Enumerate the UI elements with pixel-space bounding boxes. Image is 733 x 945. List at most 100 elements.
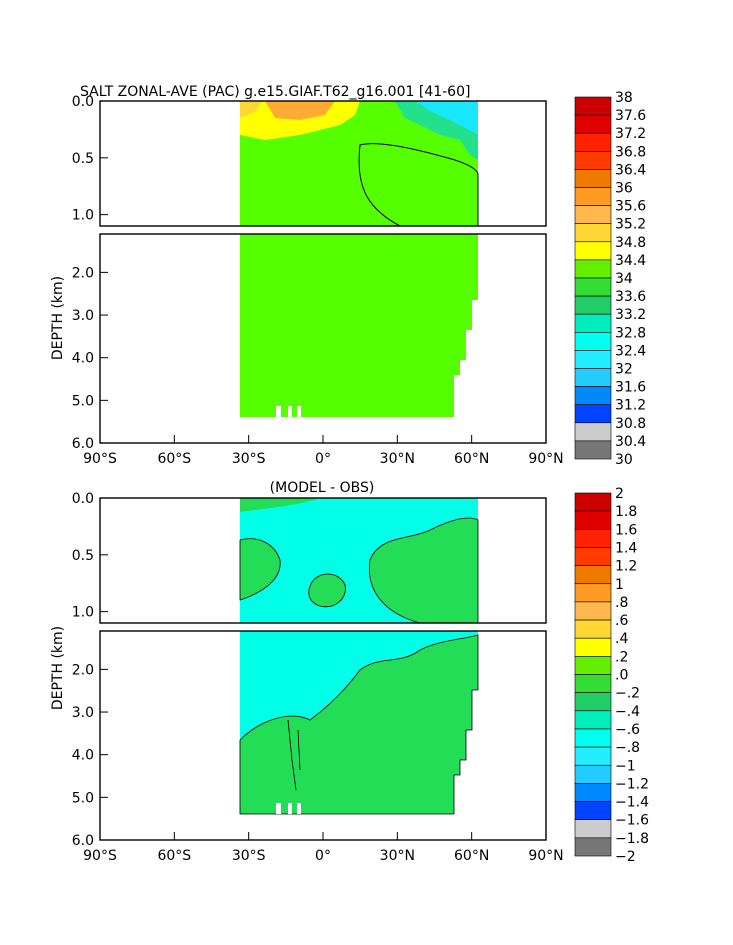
colorbar-swatch bbox=[574, 692, 612, 712]
colorbar-swatch bbox=[574, 422, 612, 442]
colorbar-label: 2 bbox=[615, 486, 624, 502]
colorbar-label: .8 bbox=[615, 595, 628, 611]
colorbar-swatch bbox=[574, 710, 612, 730]
top-ylabel: DEPTH (km) bbox=[50, 276, 66, 360]
x-tick-label: 90°S bbox=[83, 451, 117, 467]
colorbar-swatch bbox=[574, 223, 612, 243]
bottom-upper-green-left bbox=[239, 538, 281, 601]
top-colorbar: 38 37.6 37.2 36.8 36.4 36 35.6 35.2 34.8 34.4 34 33… bbox=[574, 90, 646, 468]
colorbar-label: 30.8 bbox=[615, 416, 646, 432]
colorbar-swatch bbox=[574, 837, 612, 857]
x-tick-label: 0° bbox=[315, 451, 331, 467]
colorbar-swatch bbox=[574, 241, 612, 261]
colorbar-swatch bbox=[574, 205, 612, 225]
x-tick-label: 30°N bbox=[380, 848, 415, 864]
bottom-upper-frame bbox=[99, 497, 547, 624]
colorbar-swatch bbox=[574, 277, 612, 297]
x-tick-label: 90°N bbox=[528, 848, 563, 864]
colorbar-label: 37.2 bbox=[615, 126, 646, 142]
colorbar-swatch bbox=[574, 368, 612, 387]
colorbar-swatch bbox=[574, 528, 612, 548]
bottom-lower-green-region bbox=[239, 634, 479, 815]
colorbar-label: 33.6 bbox=[615, 289, 646, 305]
colorbar-swatch bbox=[574, 331, 612, 351]
colorbar-swatch bbox=[574, 96, 612, 116]
colorbar-swatch bbox=[574, 114, 612, 134]
colorbar-label: 38 bbox=[615, 90, 633, 106]
colorbar-label: .6 bbox=[615, 613, 628, 629]
colorbar-label: −1.4 bbox=[615, 795, 649, 811]
x-tick-label: 60°N bbox=[454, 848, 489, 864]
colorbar-swatch bbox=[574, 510, 612, 530]
y-tick-label: 4.0 bbox=[72, 351, 94, 367]
top-upper-yellow-region bbox=[240, 101, 360, 140]
colorbar-swatch bbox=[574, 259, 612, 279]
colorbar-label: 32.4 bbox=[615, 343, 646, 359]
colorbar-label: 33.2 bbox=[615, 307, 646, 323]
colorbar-label: 30.4 bbox=[615, 434, 646, 450]
colorbar-label: 1 bbox=[615, 577, 624, 593]
x-tick-label: 60°N bbox=[454, 451, 489, 467]
bottom-yticks: 0.0 0.5 1.0 2.0 3.0 4.0 5.0 6.0 bbox=[72, 491, 108, 849]
bottom-lower-gap-1 bbox=[276, 803, 281, 814]
colorbar-swatch bbox=[574, 386, 612, 406]
top-yticks: 0.0 0.5 1.0 2.0 3.0 4.0 5.0 6.0 bbox=[72, 94, 108, 452]
top-upper-frame bbox=[99, 100, 547, 227]
y-tick-label: 0.0 bbox=[72, 491, 94, 507]
x-tick-label: 90°S bbox=[83, 848, 117, 864]
colorbar-label: −1.8 bbox=[615, 831, 649, 847]
top-upper-gold-region bbox=[240, 101, 262, 118]
colorbar-label: 32.8 bbox=[615, 325, 646, 341]
colorbar-swatch bbox=[574, 583, 612, 603]
colorbar-swatch bbox=[574, 656, 612, 675]
bottom-upper-green-blob bbox=[308, 573, 346, 608]
colorbar-swatch bbox=[574, 187, 612, 206]
colorbar-label: 32 bbox=[615, 362, 633, 378]
bottom-upper-green-top bbox=[240, 498, 320, 512]
x-tick-label: 0° bbox=[315, 848, 331, 864]
top-upper-cyan-region bbox=[415, 101, 478, 135]
colorbar-swatch bbox=[574, 404, 612, 424]
y-tick-label: 2.0 bbox=[72, 265, 94, 281]
top-lower-field bbox=[240, 234, 478, 417]
y-tick-label: 1.0 bbox=[72, 208, 94, 224]
colorbar-label: 1.4 bbox=[615, 540, 637, 556]
colorbar-swatch bbox=[574, 132, 612, 152]
y-tick-label: 6.0 bbox=[72, 436, 94, 452]
colorbar-label: 1.2 bbox=[615, 559, 637, 575]
colorbar-swatch bbox=[574, 764, 612, 784]
colorbar-label: −.2 bbox=[615, 686, 640, 702]
colorbar-label: −1.2 bbox=[615, 776, 649, 792]
colorbar-swatch bbox=[574, 637, 612, 657]
colorbar-label: −.4 bbox=[615, 704, 640, 720]
y-tick-label: 3.0 bbox=[72, 308, 94, 324]
bottom-upper-green-right bbox=[368, 517, 479, 624]
top-upper-orange-region bbox=[265, 101, 335, 120]
bottom-panel: (MODEL - OBS) DEPTH (km) 0.00.51.02.03.0… bbox=[50, 480, 649, 865]
colorbar-swatch bbox=[574, 601, 612, 621]
colorbar-label: 31.6 bbox=[615, 380, 646, 396]
colorbar-swatch bbox=[574, 313, 612, 333]
colorbar-label: .4 bbox=[615, 631, 628, 647]
bottom-ylabel: DEPTH (km) bbox=[50, 626, 66, 710]
top-panel-title: SALT ZONAL-AVE (PAC) g.e15.GIAF.T62_g16.… bbox=[80, 84, 470, 100]
y-tick-label: 3.0 bbox=[72, 705, 94, 721]
colorbar-swatch bbox=[574, 674, 612, 693]
colorbar-label: −1 bbox=[615, 758, 636, 774]
y-tick-label: 0.0 bbox=[72, 94, 94, 110]
colorbar-swatch bbox=[574, 350, 612, 369]
colorbar-swatch bbox=[574, 819, 612, 839]
colorbar-swatch bbox=[574, 295, 612, 315]
colorbar-swatch bbox=[574, 151, 612, 170]
colorbar-label: 34.4 bbox=[615, 253, 646, 269]
bottom-lower-gap-2 bbox=[288, 803, 292, 814]
top-upper-field bbox=[240, 101, 479, 227]
colorbar-label: −2 bbox=[615, 849, 636, 865]
bottom-lower-field bbox=[239, 631, 479, 815]
top-lower-gap-3 bbox=[297, 406, 301, 417]
colorbar-label: −1.6 bbox=[615, 813, 649, 829]
colorbar-swatch bbox=[574, 169, 612, 188]
colorbar-label: 36.8 bbox=[615, 144, 646, 160]
colorbar-label: 37.6 bbox=[615, 108, 646, 124]
